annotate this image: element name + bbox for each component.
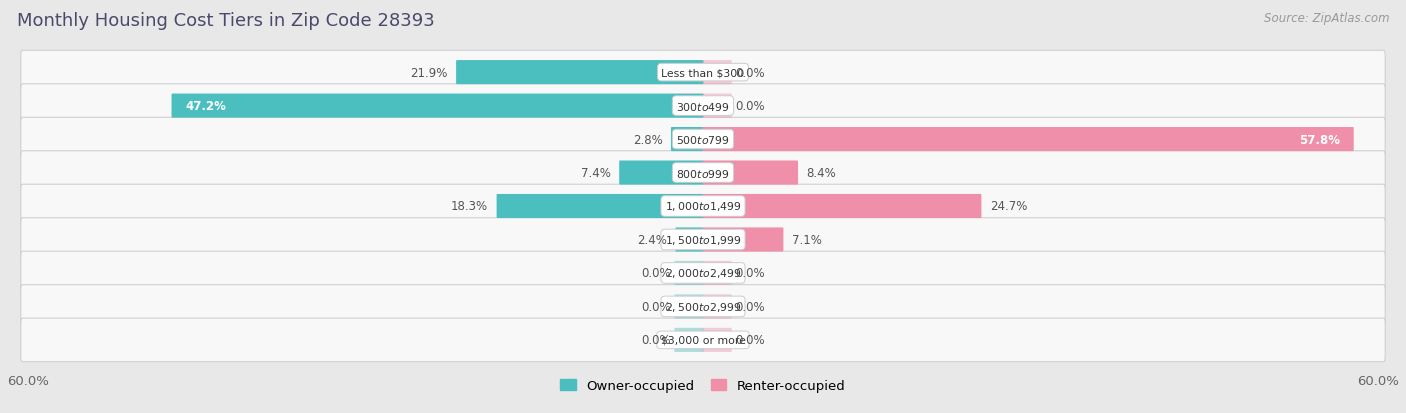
Text: 0.0%: 0.0% [735,267,765,280]
FancyBboxPatch shape [21,85,1385,128]
FancyBboxPatch shape [21,285,1385,328]
Legend: Owner-occupied, Renter-occupied: Owner-occupied, Renter-occupied [555,374,851,398]
Text: 0.0%: 0.0% [735,100,765,113]
Text: $3,000 or more: $3,000 or more [661,335,745,345]
FancyBboxPatch shape [703,228,783,252]
Text: 0.0%: 0.0% [735,334,765,347]
FancyBboxPatch shape [703,61,731,85]
FancyBboxPatch shape [675,328,703,352]
FancyBboxPatch shape [703,94,731,119]
FancyBboxPatch shape [21,118,1385,161]
Text: 8.4%: 8.4% [807,166,837,180]
Text: 21.9%: 21.9% [411,66,447,79]
FancyBboxPatch shape [703,128,1354,152]
Text: 7.4%: 7.4% [581,166,610,180]
Text: $2,000 to $2,499: $2,000 to $2,499 [665,267,741,280]
Text: 18.3%: 18.3% [451,200,488,213]
Text: 47.2%: 47.2% [186,100,226,113]
Text: 2.4%: 2.4% [637,233,666,247]
FancyBboxPatch shape [675,294,703,319]
FancyBboxPatch shape [21,218,1385,261]
Text: 0.0%: 0.0% [735,300,765,313]
Text: Less than $300: Less than $300 [661,68,745,78]
Text: 0.0%: 0.0% [641,334,671,347]
FancyBboxPatch shape [21,185,1385,228]
Text: $2,500 to $2,999: $2,500 to $2,999 [665,300,741,313]
FancyBboxPatch shape [21,252,1385,295]
FancyBboxPatch shape [671,128,703,152]
FancyBboxPatch shape [703,328,731,352]
FancyBboxPatch shape [496,195,703,218]
Text: $1,500 to $1,999: $1,500 to $1,999 [665,233,741,247]
Text: 2.8%: 2.8% [633,133,662,146]
Text: 0.0%: 0.0% [641,267,671,280]
Text: 0.0%: 0.0% [735,66,765,79]
FancyBboxPatch shape [456,61,703,85]
Text: $500 to $799: $500 to $799 [676,134,730,146]
FancyBboxPatch shape [703,261,731,285]
Text: 57.8%: 57.8% [1299,133,1340,146]
Text: Source: ZipAtlas.com: Source: ZipAtlas.com [1264,12,1389,25]
FancyBboxPatch shape [675,228,703,252]
Text: 24.7%: 24.7% [990,200,1028,213]
FancyBboxPatch shape [675,261,703,285]
Text: 0.0%: 0.0% [641,300,671,313]
FancyBboxPatch shape [703,294,731,319]
FancyBboxPatch shape [619,161,703,185]
Text: $1,000 to $1,499: $1,000 to $1,499 [665,200,741,213]
Text: Monthly Housing Cost Tiers in Zip Code 28393: Monthly Housing Cost Tiers in Zip Code 2… [17,12,434,30]
Text: 7.1%: 7.1% [792,233,821,247]
FancyBboxPatch shape [21,152,1385,195]
Text: $300 to $499: $300 to $499 [676,100,730,112]
FancyBboxPatch shape [21,318,1385,362]
FancyBboxPatch shape [172,94,703,119]
Text: $800 to $999: $800 to $999 [676,167,730,179]
FancyBboxPatch shape [703,195,981,218]
FancyBboxPatch shape [703,161,799,185]
FancyBboxPatch shape [21,51,1385,95]
